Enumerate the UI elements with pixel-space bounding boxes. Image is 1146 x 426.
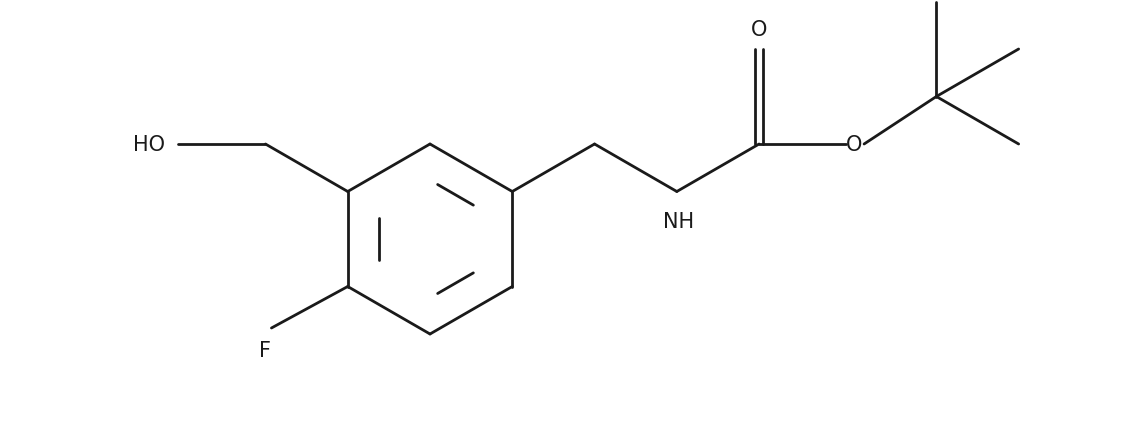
- Text: O: O: [846, 135, 862, 155]
- Text: F: F: [259, 340, 272, 360]
- Text: HO: HO: [133, 135, 165, 155]
- Text: O: O: [751, 20, 768, 40]
- Text: NH: NH: [664, 212, 694, 232]
